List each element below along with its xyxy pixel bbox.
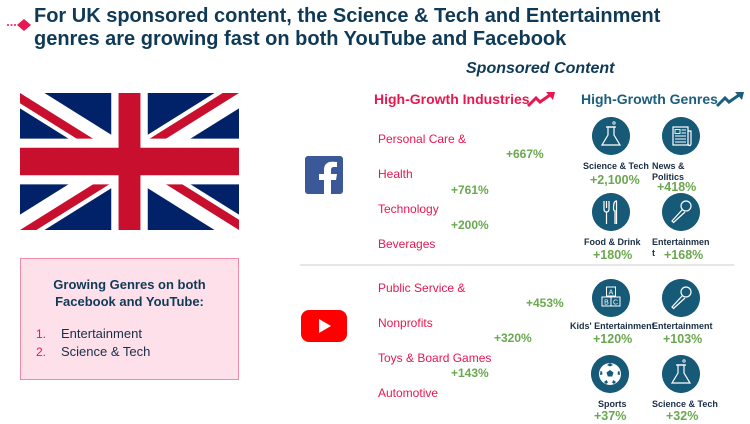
industry-label: Nonprofits [378, 316, 433, 330]
genre-growth: +2,100% [590, 173, 640, 187]
trend-up-icon [526, 92, 555, 108]
soccer-ball-icon [591, 355, 629, 393]
genre-growth: +418% [657, 180, 697, 194]
genre-growth: +180% [593, 248, 633, 262]
microphone-icon [662, 279, 700, 317]
callout-list-item: 1. Entertainment [36, 326, 142, 341]
high-growth-industries-header: High-Growth Industries [374, 91, 530, 107]
flask-icon [592, 117, 630, 155]
industry-label: Toys & Board Games [378, 351, 492, 365]
growing-genres-callout: Growing Genres on both Facebook and YouT… [20, 258, 239, 380]
industry-label: Health [378, 167, 413, 181]
genre-label: News & Politics [652, 161, 685, 182]
genre-label: Science & Tech [583, 161, 649, 171]
industry-growth: +143% [451, 366, 489, 380]
genre-label: Entertainmen t [652, 237, 710, 258]
youtube-icon [301, 310, 347, 342]
svg-text:C: C [613, 300, 618, 307]
genre-label: Sports [598, 399, 627, 409]
genre-growth: +37% [594, 409, 627, 423]
high-growth-genres-header: High-Growth Genres [581, 91, 718, 107]
industry-growth: +761% [451, 183, 489, 197]
genre-growth: +168% [664, 248, 704, 262]
facebook-icon [305, 156, 343, 194]
newspaper-icon [662, 117, 700, 155]
callout-list-item: 2. Science & Tech [36, 344, 151, 359]
title-line-1: For UK sponsored content, the Science & … [34, 5, 661, 27]
abc-blocks-icon: A B C [592, 279, 630, 317]
genre-label: Kids' Entertainment [570, 321, 655, 331]
genre-label: Food & Drink [584, 237, 641, 247]
title-line-2: genres are growing fast on both YouTube … [34, 28, 567, 50]
industry-label: Automotive [378, 386, 439, 400]
microphone-icon [662, 193, 700, 231]
callout-list: 1. Entertainment 2. Science & Tech [36, 325, 150, 361]
red-arrow-bullet-icon [7, 19, 31, 31]
industry-growth: +667% [506, 147, 544, 161]
svg-text:A: A [609, 290, 614, 297]
industry-label: Public Service & [378, 281, 466, 295]
industry-label: Beverages [378, 237, 436, 251]
industry-growth: +200% [451, 218, 489, 232]
genre-growth: +103% [663, 332, 703, 346]
section-divider [300, 264, 734, 266]
callout-title: Growing Genres on both Facebook and YouT… [53, 277, 206, 309]
industry-growth: +453% [526, 296, 564, 310]
industry-label: Technology [378, 202, 439, 216]
trend-up-icon [715, 92, 744, 108]
genre-label: Science & Tech [652, 399, 718, 409]
uk-flag-icon [20, 93, 239, 230]
genre-growth: +32% [666, 409, 699, 423]
flask-icon [662, 355, 700, 393]
genre-label: Entertainment [652, 321, 713, 331]
page-title: For UK sponsored content, the Science & … [34, 5, 734, 51]
industry-label: Personal Care & [378, 132, 467, 146]
fork-knife-icon [592, 193, 630, 231]
section-title: Sponsored Content [466, 60, 615, 77]
svg-text:B: B [604, 300, 609, 307]
genre-growth: +120% [593, 332, 633, 346]
industry-growth: +320% [494, 331, 532, 345]
